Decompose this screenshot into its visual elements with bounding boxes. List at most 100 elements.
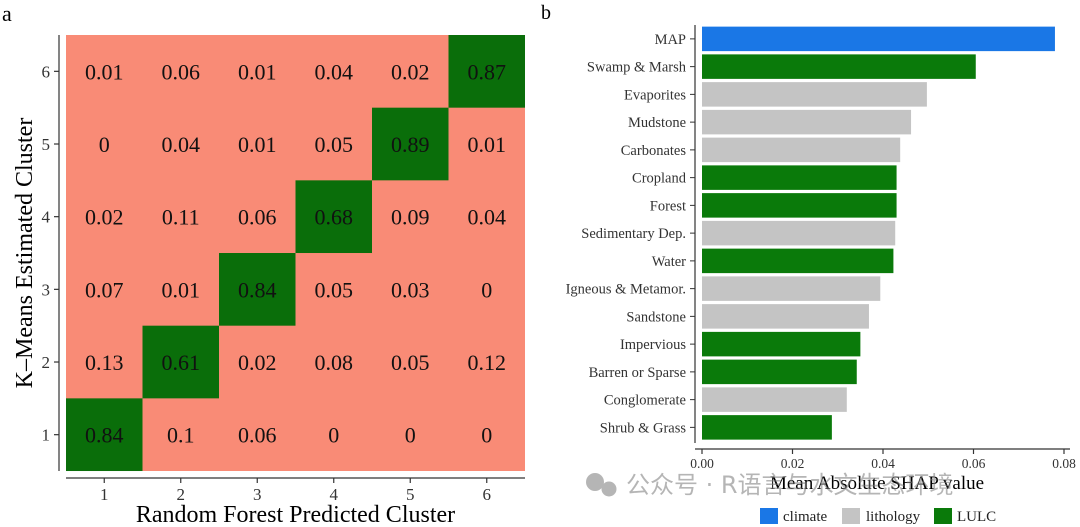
heatmap-cell-value: 0 [481, 277, 492, 302]
heatmap-cell-value: 0.84 [238, 277, 277, 302]
bar-category-label: Carbonates [621, 143, 687, 159]
bar-lithology [702, 220, 896, 246]
bar-x-tick-label: 0.04 [871, 456, 895, 471]
bar-lulc [702, 165, 897, 190]
watermark-text: 公众号 · R语言与水文生态环境 [626, 471, 954, 499]
heatmap-cell-value: 0 [99, 132, 110, 157]
heatmap-cell-diagonal [372, 107, 449, 181]
heatmap-cell-value: 0.04 [468, 205, 507, 230]
bar-category-label: Impervious [620, 337, 686, 353]
heatmap-cell-value: 0.11 [162, 205, 200, 230]
heatmap-x-tick-label: 4 [330, 485, 339, 504]
heatmap-cell-value: 0 [481, 423, 492, 448]
heatmap-cell-value: 0.05 [391, 350, 430, 375]
heatmap-cell-value: 0.84 [85, 423, 124, 448]
bar-category-label: Igneous & Metamor. [566, 282, 686, 298]
bar-lithology [702, 109, 912, 135]
watermark: 公众号 · R语言与水文生态环境 [586, 471, 954, 499]
heatmap-cell-value: 0.06 [238, 205, 277, 230]
bar-x-tick-label: 0.00 [690, 456, 714, 471]
heatmap-cell-value: 0.06 [162, 59, 201, 84]
heatmap-cell-value: 0.07 [85, 277, 124, 302]
heatmap-cell-value: 0.01 [238, 59, 277, 84]
heatmap-cell-value: 0.08 [315, 350, 354, 375]
bar-category-label: Forest [650, 198, 686, 214]
heatmap-x-tick-label: 1 [100, 485, 109, 504]
heatmap-cell-value: 0.01 [468, 132, 507, 157]
bar-panel: b MAP Swamp & Marsh Evaporites Mudstone Carb… [541, 2, 1076, 525]
heatmap-cell-value: 0.06 [238, 423, 277, 448]
heatmap-cell-value: 0.61 [162, 350, 201, 375]
heatmap-panel: a 0.84 0.1 0.06 0 0 0 0.13 0.61 0.02 0.08 0.05 0.12… [2, 1, 525, 527]
heatmap-cell-value: 0.1 [167, 423, 195, 448]
legend-swatch-climate [760, 508, 778, 524]
bar-category-label: Water [652, 254, 686, 270]
heatmap-cell-value: 0.12 [468, 350, 507, 375]
heatmap-cell-value: 0.05 [315, 132, 354, 157]
wechat-icon-secondary [601, 481, 617, 497]
heatmap-y-tick-label: 1 [42, 426, 51, 445]
heatmap-y-tick-label: 5 [42, 135, 51, 154]
bar-climate [702, 26, 1055, 52]
bar-x-tick-label: 0.06 [962, 456, 986, 471]
heatmap-x-tick-label: 5 [406, 485, 415, 504]
heatmap-cell-value: 0.02 [391, 59, 430, 84]
heatmap-cell-value: 0.05 [315, 277, 354, 302]
bar-x-axis-label: Mean Absolute SHAP value [770, 473, 984, 494]
heatmap-x-tick-label: 2 [177, 485, 186, 504]
wechat-icon [586, 473, 604, 491]
heatmap-cell-diagonal [142, 325, 219, 399]
heatmap-cell-value: 0.87 [468, 59, 507, 84]
heatmap-y-tick-label: 3 [42, 280, 51, 299]
panel-a-label: a [2, 1, 12, 26]
legend-swatch-lithology [842, 508, 860, 524]
bar-category-label: Shrub & Grass [600, 420, 687, 436]
bar-lulc [702, 359, 857, 385]
heatmap-cell-value: 0.02 [238, 350, 277, 375]
legend-swatch-lulc [934, 508, 952, 524]
heatmap-x-tick-label: 6 [483, 485, 492, 504]
heatmap-cell-diagonal [295, 180, 372, 254]
heatmap-cell-value: 0.09 [391, 205, 430, 230]
bar-lulc [702, 415, 832, 440]
bar-category-label: Sandstone [626, 309, 686, 325]
bar-category-label: MAP [655, 32, 686, 48]
bar-x-tick-label: 0.08 [1052, 456, 1076, 471]
panel-b-label: b [541, 2, 551, 24]
legend-label: lithology [866, 509, 921, 525]
heatmap-y-tick-label: 2 [42, 353, 51, 372]
heatmap-cell-value: 0.04 [315, 59, 354, 84]
legend: climate lithology LULC [760, 508, 996, 525]
heatmap-cell-value: 0.03 [391, 277, 430, 302]
heatmap-x-axis-label: Random Forest Predicted Cluster [136, 502, 455, 527]
heatmap-cell-value: 0.01 [85, 59, 124, 84]
heatmap-cell-diagonal [448, 35, 525, 108]
heatmap-cell-value: 0.04 [162, 132, 201, 157]
heatmap-cell-value: 0.13 [85, 350, 124, 375]
heatmap-cell-value: 0.02 [85, 205, 124, 230]
bar-lithology [702, 276, 881, 301]
bar-lulc [702, 54, 976, 79]
heatmap-cell-value: 0.01 [238, 132, 277, 157]
bar-lulc [702, 248, 894, 274]
bar-lulc [702, 331, 861, 357]
bar-category-label: Barren or Sparse [589, 365, 686, 381]
bar-lithology [702, 137, 901, 163]
bar-lulc [702, 193, 897, 218]
bar-category-label: Conglomerate [604, 393, 686, 409]
heatmap-cell-value: 0.01 [162, 277, 201, 302]
heatmap-y-tick-label: 4 [42, 208, 51, 227]
bar-category-label: Cropland [632, 171, 687, 187]
bar-lithology [702, 82, 927, 107]
bar-category-label: Mudstone [628, 115, 686, 131]
heatmap-cell-diagonal [219, 253, 296, 326]
heatmap-cell-value: 0 [405, 423, 416, 448]
bar-lithology [702, 387, 847, 412]
heatmap-y-tick-label: 6 [42, 62, 51, 81]
legend-label: LULC [957, 509, 996, 525]
bar-x-tick-label: 0.02 [781, 456, 805, 471]
heatmap-y-axis-label: K–Means Estimated Cluster [12, 118, 38, 389]
heatmap-cell-value: 0.68 [315, 205, 354, 230]
heatmap-cell-value: 0.89 [391, 132, 430, 157]
